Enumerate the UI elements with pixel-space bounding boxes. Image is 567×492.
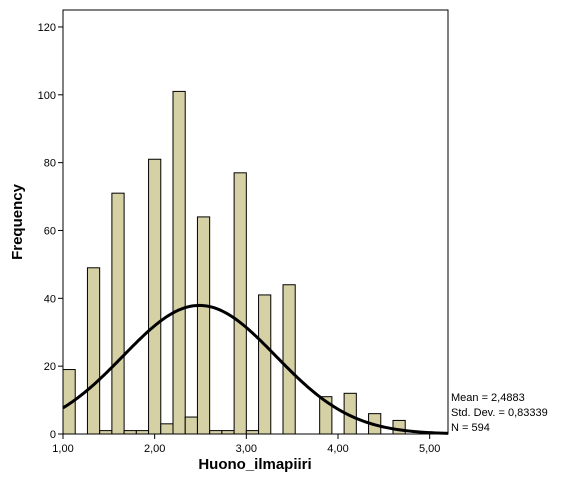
y-tick-label: 20: [44, 361, 56, 373]
stat-n: N = 594: [451, 422, 490, 434]
normal-curve: [62, 303, 449, 435]
y-axis: 0 20 40 60 80 100 120: [38, 22, 63, 441]
x-tick-label: 1,00: [52, 443, 73, 455]
histogram-bar: [245, 430, 260, 435]
histogram-bar: [99, 430, 113, 435]
histogram-bar: [282, 284, 296, 435]
histogram-bar: [319, 396, 333, 435]
stat-std-dev: Std. Dev. = 0,83339: [451, 407, 548, 419]
histogram-bar: [233, 172, 247, 435]
x-tick-label: 5,00: [419, 443, 440, 455]
histogram-bar: [172, 90, 186, 435]
histogram-bar: [148, 158, 162, 435]
histogram-bar: [392, 419, 406, 435]
histogram-bar: [184, 416, 198, 435]
x-tick-label: 4,00: [327, 443, 348, 455]
y-tick-label: 60: [44, 225, 56, 237]
x-axis: 1,00 2,00 3,00 4,00 5,00: [52, 434, 440, 455]
histogram-bar: [258, 294, 272, 435]
x-tick-label: 3,00: [236, 443, 257, 455]
histogram-bar: [160, 423, 174, 435]
x-tick-label: 2,00: [144, 443, 165, 455]
y-tick-label: 80: [44, 158, 56, 170]
histogram-bar: [111, 192, 125, 435]
histogram-bar: [209, 430, 223, 435]
histogram-bar: [123, 430, 137, 435]
histogram-bar: [221, 430, 235, 435]
x-axis-title: Huono_ilmapiiri: [198, 456, 311, 473]
histogram-bar: [62, 369, 76, 435]
histogram-bar: [86, 267, 101, 435]
stat-mean: Mean = 2,4883: [451, 392, 525, 404]
y-tick-label: 120: [38, 22, 56, 34]
histogram-bar: [135, 430, 150, 435]
y-tick-label: 100: [38, 90, 56, 102]
histogram-bar: [196, 216, 211, 435]
y-tick-label: 40: [44, 293, 56, 305]
y-tick-label: 0: [50, 429, 56, 441]
y-axis-title: Frequency: [9, 183, 26, 260]
bars-group: [62, 90, 406, 435]
plot-area: [62, 9, 449, 435]
